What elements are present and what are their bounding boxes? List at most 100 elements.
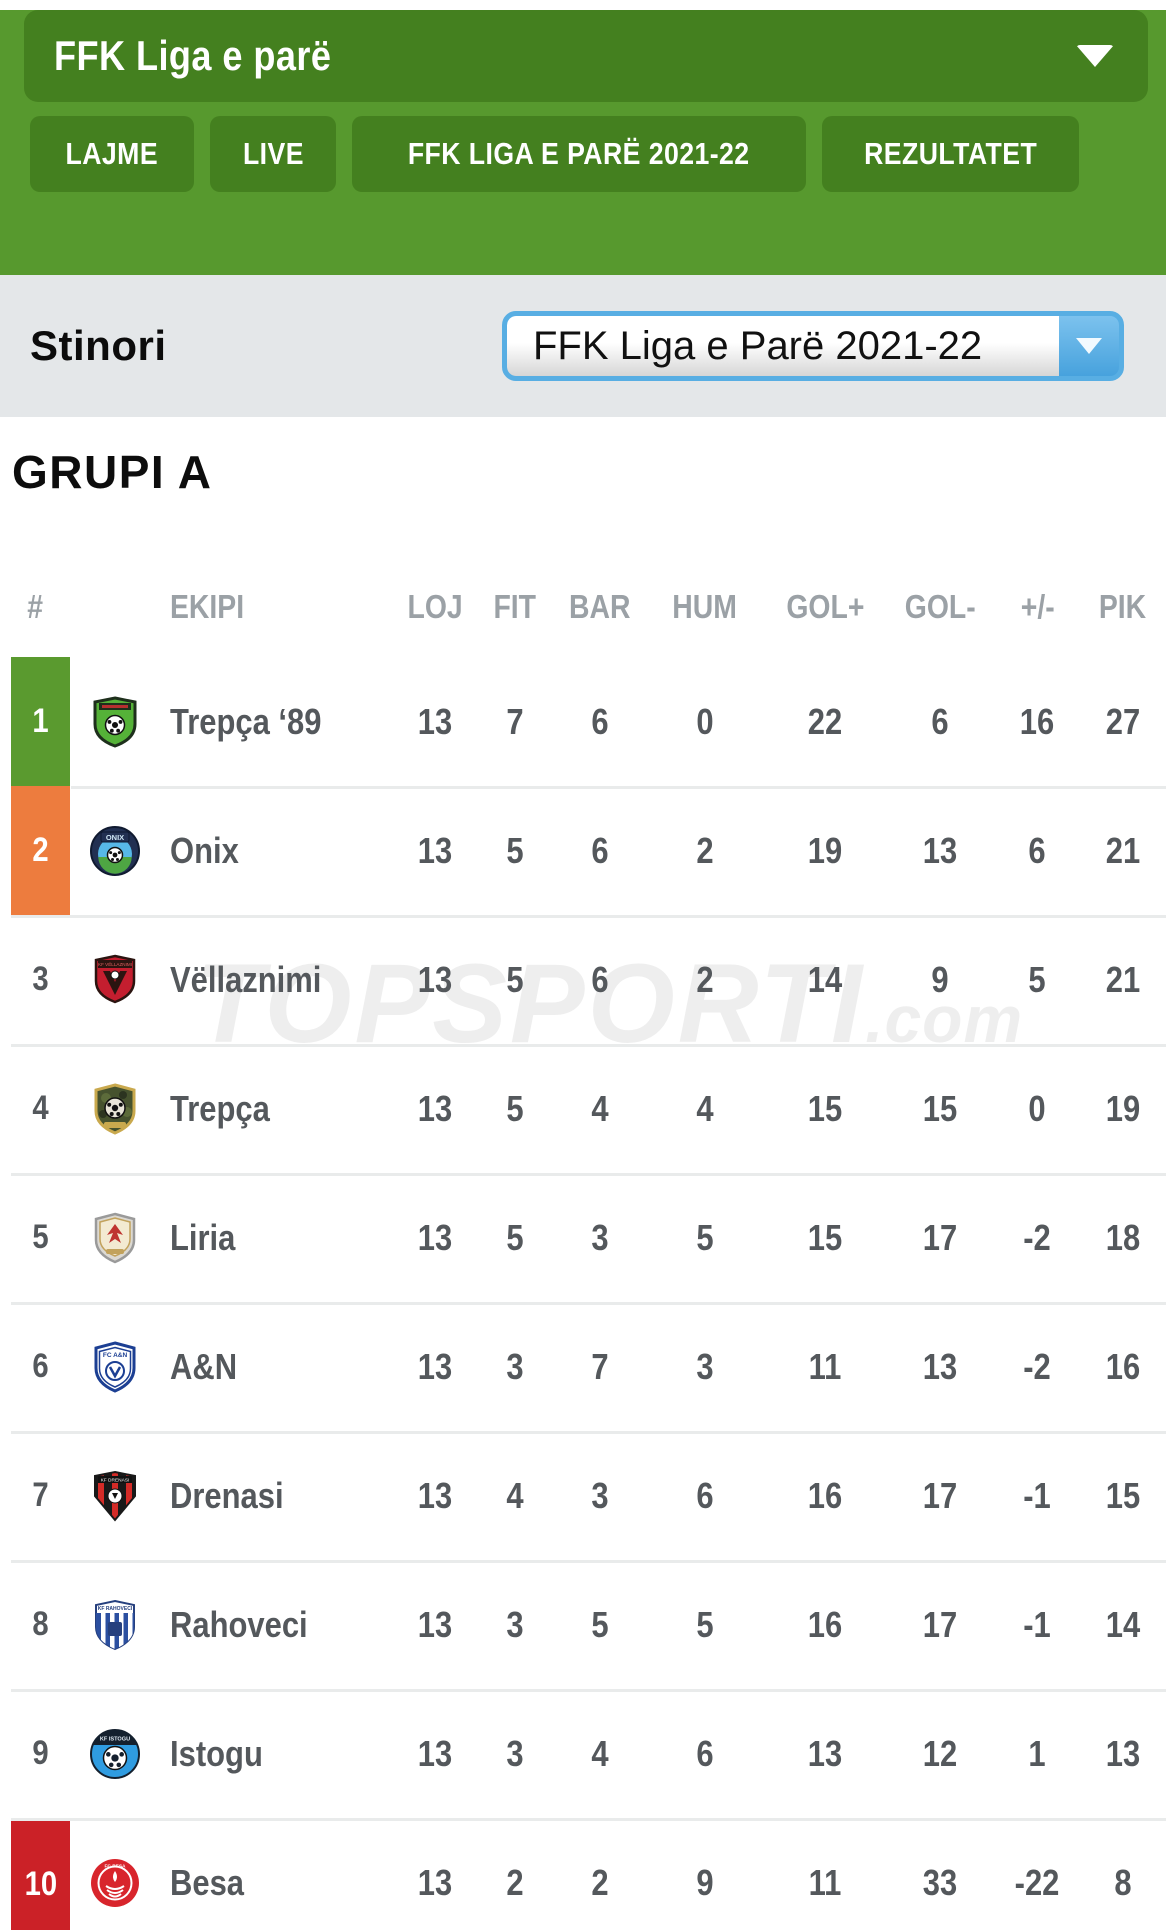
stat-bar: 4	[591, 1732, 609, 1774]
table-row-v-llaznimi[interactable]: 3 KF VËLLAZNIMI Vëllaznimi 13 5 6 2 14 9 5 21	[0, 915, 1166, 1044]
stat-gol-plus: 14	[807, 958, 843, 1000]
rank-strip: 4	[11, 1044, 70, 1173]
stat-gol-plus: 16	[807, 1603, 843, 1645]
stat-gol-minus: 12	[922, 1732, 958, 1774]
stat-gol-minus: 15	[922, 1087, 958, 1129]
column-header-ekipi: EKIPI	[170, 588, 245, 625]
stat-gol-plus: 16	[807, 1474, 843, 1516]
column-header-pik: PIK	[1099, 588, 1147, 625]
rank-strip-red: 10	[11, 1821, 70, 1930]
nav-rezultatet-button[interactable]: REZULTATET	[821, 116, 1080, 192]
rank-cell: 5	[0, 1173, 70, 1302]
rank-cell: 3	[0, 915, 70, 1044]
rank-number: 5	[32, 1218, 49, 1256]
nav-live-button[interactable]: LIVE	[209, 116, 337, 192]
rank-cell: 4	[0, 1044, 70, 1173]
nav-lajme-button[interactable]: LAJME	[30, 116, 194, 192]
table-row-besa[interactable]: 10 FC BESA Besa 13 2 2 9 11 33 -22 8	[0, 1818, 1166, 1930]
rank-strip: 3	[11, 915, 70, 1044]
league-title: FFK Liga e parë	[54, 32, 332, 79]
rank-cell: 7	[0, 1431, 70, 1560]
stat-pik: 13	[1105, 1732, 1141, 1774]
rank-cell: 2	[0, 786, 70, 915]
stat-loj: 13	[417, 1474, 453, 1516]
nav-league-season-button[interactable]: FFK LIGA E PARË 2021-22	[352, 116, 806, 192]
table-row-trep-a[interactable]: 4 Trepça 13 5 4 4 15 15 0 19	[0, 1044, 1166, 1173]
group-title: GRUPI A	[12, 446, 213, 498]
team-name: Trepça	[170, 1087, 270, 1129]
stat-fit: 5	[506, 829, 524, 871]
stat-loj: 13	[417, 1861, 453, 1903]
season-select[interactable]: FFK Liga e Parë 2021-22	[502, 311, 1124, 381]
stat-bar: 4	[591, 1087, 609, 1129]
rank-number: 3	[32, 960, 49, 998]
team-name: Vëllaznimi	[170, 958, 322, 1000]
stat-diff: 1	[1028, 1732, 1047, 1774]
stat-pik: 14	[1105, 1603, 1141, 1645]
svg-text:ONIX: ONIX	[106, 833, 124, 842]
stat-diff: 6	[1028, 829, 1047, 871]
table-row-trep-a--89[interactable]: 1 Trepça ‘89 13 7 6 0 22 6 16 27	[0, 657, 1166, 786]
stat-hum: 9	[696, 1861, 714, 1903]
season-bar: Stinori FFK Liga e Parë 2021-22	[0, 275, 1166, 417]
table-row-liria[interactable]: 5 Liria 13 5 3 5 15 17 -2 18	[0, 1173, 1166, 1302]
team-logo-an: FC A&N	[70, 1340, 160, 1394]
stat-gol-plus: 11	[808, 1345, 842, 1387]
stat-pik: 27	[1105, 700, 1141, 742]
stat-bar: 6	[591, 829, 609, 871]
table-row-a-n[interactable]: 6 FC A&N A&N 13 3 7 3 11 13 -2 16	[0, 1302, 1166, 1431]
team-logo-trepca	[70, 1082, 160, 1136]
rank-strip-orange: 2	[11, 786, 70, 915]
rank-strip: 8	[11, 1560, 70, 1689]
row-divider	[11, 1044, 1166, 1047]
stat-diff: 0	[1028, 1087, 1047, 1129]
stat-pik: 18	[1105, 1216, 1141, 1258]
row-divider	[11, 1560, 1166, 1563]
stat-loj: 13	[417, 1603, 453, 1645]
stat-fit: 3	[506, 1732, 524, 1774]
rank-number: 4	[32, 1089, 49, 1127]
team-name: Besa	[170, 1861, 245, 1903]
league-dropdown[interactable]: FFK Liga e parë	[24, 10, 1148, 102]
stat-fit: 3	[506, 1603, 524, 1645]
svg-text:KF VËLLAZNIMI: KF VËLLAZNIMI	[98, 961, 132, 967]
stat-gol-plus: 22	[807, 700, 843, 742]
stat-pik: 21	[1105, 958, 1141, 1000]
table-row-drenasi[interactable]: 7 KF DRENASI Drenasi 13 4 3 6 16 17 -1 15	[0, 1431, 1166, 1560]
stat-loj: 13	[417, 1732, 453, 1774]
stat-hum: 3	[696, 1345, 714, 1387]
stat-diff: 16	[1020, 700, 1055, 742]
row-divider	[11, 1173, 1166, 1176]
rank-strip: 9	[11, 1689, 70, 1818]
stat-bar: 5	[591, 1603, 609, 1645]
column-header-bar: BAR	[569, 588, 631, 625]
table-row-onix[interactable]: 2 ONIX Onix 13 5 6 2 19 13 6 21	[0, 786, 1166, 915]
rank-cell: 6	[0, 1302, 70, 1431]
rank-number: 7	[32, 1476, 49, 1514]
stat-hum: 5	[696, 1216, 714, 1258]
table-row-rahoveci[interactable]: 8 KF RAHOVECI Rahoveci 13 3 5 5 16 17 -1 14	[0, 1560, 1166, 1689]
stat-bar: 6	[591, 958, 609, 1000]
stat-loj: 13	[417, 1087, 453, 1129]
stat-hum: 6	[696, 1732, 714, 1774]
team-name: Drenasi	[170, 1474, 284, 1516]
stat-hum: 2	[696, 829, 714, 871]
stat-diff: -1	[1023, 1603, 1052, 1645]
league-header: FFK Liga e parë LAJME LIVE FFK LIGA E PA…	[0, 10, 1166, 275]
chevron-down-icon	[1076, 45, 1114, 67]
team-name: Trepça ‘89	[170, 700, 322, 742]
stat-gol-plus: 15	[807, 1087, 843, 1129]
stat-fit: 3	[506, 1345, 524, 1387]
column-header-gol: GOL-	[904, 588, 976, 625]
stat-diff: -2	[1023, 1345, 1052, 1387]
table-header: # EKIPI LOJ FIT BAR HUM GOL+ GOL- +/- PIK	[0, 557, 1166, 657]
stat-loj: 13	[417, 958, 453, 1000]
row-divider	[11, 1689, 1166, 1692]
stat-bar: 2	[591, 1861, 609, 1903]
rank-cell: 8	[0, 1560, 70, 1689]
team-name: Istogu	[170, 1732, 263, 1774]
stat-gol-minus: 17	[922, 1216, 958, 1258]
column-header-: +/-	[1020, 588, 1055, 625]
stat-gol-minus: 13	[922, 1345, 958, 1387]
table-row-istogu[interactable]: 9 KF ISTOGU Istogu 13 3 4 6 13 12 1 13	[0, 1689, 1166, 1818]
